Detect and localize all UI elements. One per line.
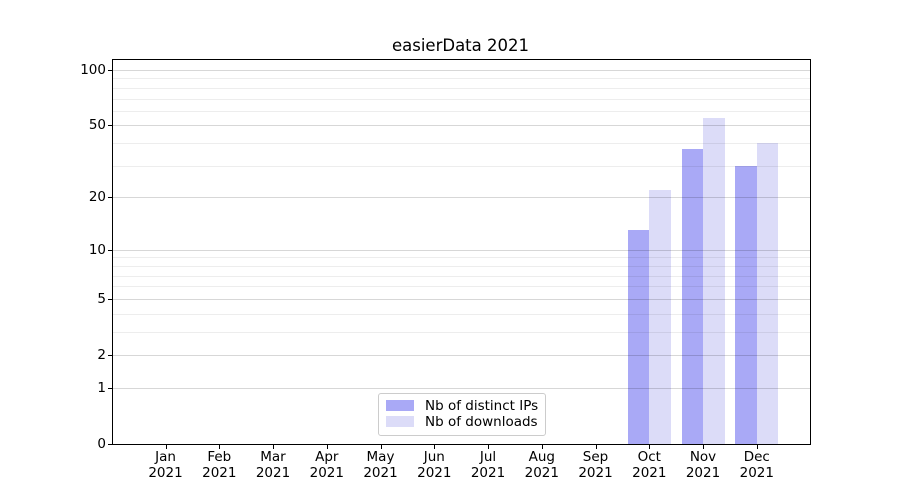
gridline-minor-40 [112,143,810,145]
x-tick-year: 2021 [309,464,344,481]
x-tick-oct [649,444,651,449]
x-tick-label-jul: Jul 2021 [460,449,516,481]
bar-distinct-ips-dec [735,165,757,444]
y-tick-label-10: 10 [88,241,106,258]
x-tick-month: Jan [155,449,176,465]
chart-title: easierData 2021 [391,36,529,55]
gridline-minor-60 [112,110,810,112]
y-tick-50 [107,125,112,127]
x-tick-month: Nov [689,449,717,465]
x-tick-year: 2021 [470,464,506,481]
gridline-major-2 [112,355,810,356]
x-tick-year: 2021 [632,464,667,481]
gridline-major-10 [112,249,810,251]
legend-label-distinct-ips: Nb of distinct IPs [425,397,539,414]
x-tick-label-mar: Mar 2021 [245,449,301,481]
x-tick-sep [595,444,597,449]
legend-label-downloads: Nb of downloads [425,413,538,430]
x-tick-month: Oct [637,449,661,465]
plot-area [111,58,811,445]
y-tick-label-100: 100 [80,62,106,78]
x-tick-label-dec: Dec 2021 [729,449,785,481]
x-tick-year: 2021 [255,464,291,481]
bar-downloads-nov [703,117,725,444]
gridline-minor-30 [112,165,810,167]
gridline-major-5 [112,298,810,300]
gridline-major-20 [112,197,810,199]
x-tick-jan [165,444,167,449]
x-tick-label-oct: Oct 2021 [621,449,677,481]
gridline-minor-80 [112,87,810,89]
y-tick-label-50: 50 [88,117,106,134]
x-tick-label-jun: Jun 2021 [406,449,462,481]
x-tick-month: May [366,449,395,465]
bar-distinct-ips-oct [627,230,650,444]
x-tick-nov [703,444,704,449]
x-tick-aug [541,444,543,449]
gridline-minor-3 [112,331,810,333]
x-tick-feb [219,444,221,449]
x-tick-month: Apr [315,449,339,465]
x-tick-dec [756,444,758,449]
x-tick-label-apr: Apr 2021 [299,449,355,481]
legend: Nb of distinct IPs Nb of downloads [378,392,546,436]
bar-downloads-oct [649,189,671,444]
x-tick-month: Jul [479,449,497,465]
gridline-major-50 [112,125,810,127]
x-tick-label-sep: Sep 2021 [568,449,624,481]
x-tick-month: Sep [582,449,609,465]
x-tick-label-aug: Aug 2021 [514,449,570,481]
x-tick-year: 2021 [524,464,559,481]
gridline-major-1 [112,387,810,389]
legend-item-distinct-ips: Nb of distinct IPs [379,398,545,414]
bar-downloads-dec [756,143,779,444]
x-tick-label-feb: Feb 2021 [191,449,247,481]
y-tick-label-20: 20 [88,189,106,206]
gridline-major-100 [112,70,810,71]
gridline-minor-6 [112,286,810,288]
x-tick-apr [326,444,328,449]
y-tick-label-1: 1 [97,379,106,396]
gridline-minor-9 [112,257,810,259]
x-tick-year: 2021 [148,464,183,481]
x-tick-year: 2021 [363,464,398,481]
x-tick-year: 2021 [417,464,452,481]
gridline-minor-4 [112,313,810,315]
y-tick-label-5: 5 [97,290,106,307]
legend-item-downloads: Nb of downloads [379,414,545,430]
y-tick-1 [107,387,112,389]
gridline-minor-7 [112,275,810,277]
y-tick-5 [107,298,112,300]
y-tick-20 [107,197,112,199]
x-tick-year: 2021 [739,464,774,481]
x-tick-month: Jun [423,449,445,465]
y-tick-0 [107,444,112,445]
y-tick-2 [107,355,112,356]
x-tick-label-nov: Nov 2021 [675,449,731,481]
legend-swatch-distinct-ips [386,400,414,411]
x-tick-month: Aug [528,449,555,465]
x-tick-month: Dec [743,449,770,465]
legend-swatch-downloads [386,416,414,427]
x-tick-year: 2021 [685,464,721,481]
x-tick-label-jan: Jan 2021 [138,449,194,481]
gridline-minor-8 [112,265,810,267]
x-tick-jun [434,444,436,449]
x-tick-label-may: May 2021 [353,449,409,481]
y-tick-label-2: 2 [97,347,106,363]
gridline-minor-70 [112,98,810,100]
y-tick-label-0: 0 [97,436,106,452]
x-tick-month: Feb [207,449,232,465]
y-tick-100 [107,70,112,71]
y-tick-10 [107,249,112,251]
x-tick-mar [273,444,274,449]
bar-distinct-ips-nov [681,149,703,444]
x-tick-month: Mar [260,449,286,465]
x-tick-jul [488,444,489,449]
gridline-minor-90 [112,78,810,80]
x-tick-year: 2021 [202,464,237,481]
x-tick-may [380,444,382,449]
x-tick-year: 2021 [578,464,613,481]
